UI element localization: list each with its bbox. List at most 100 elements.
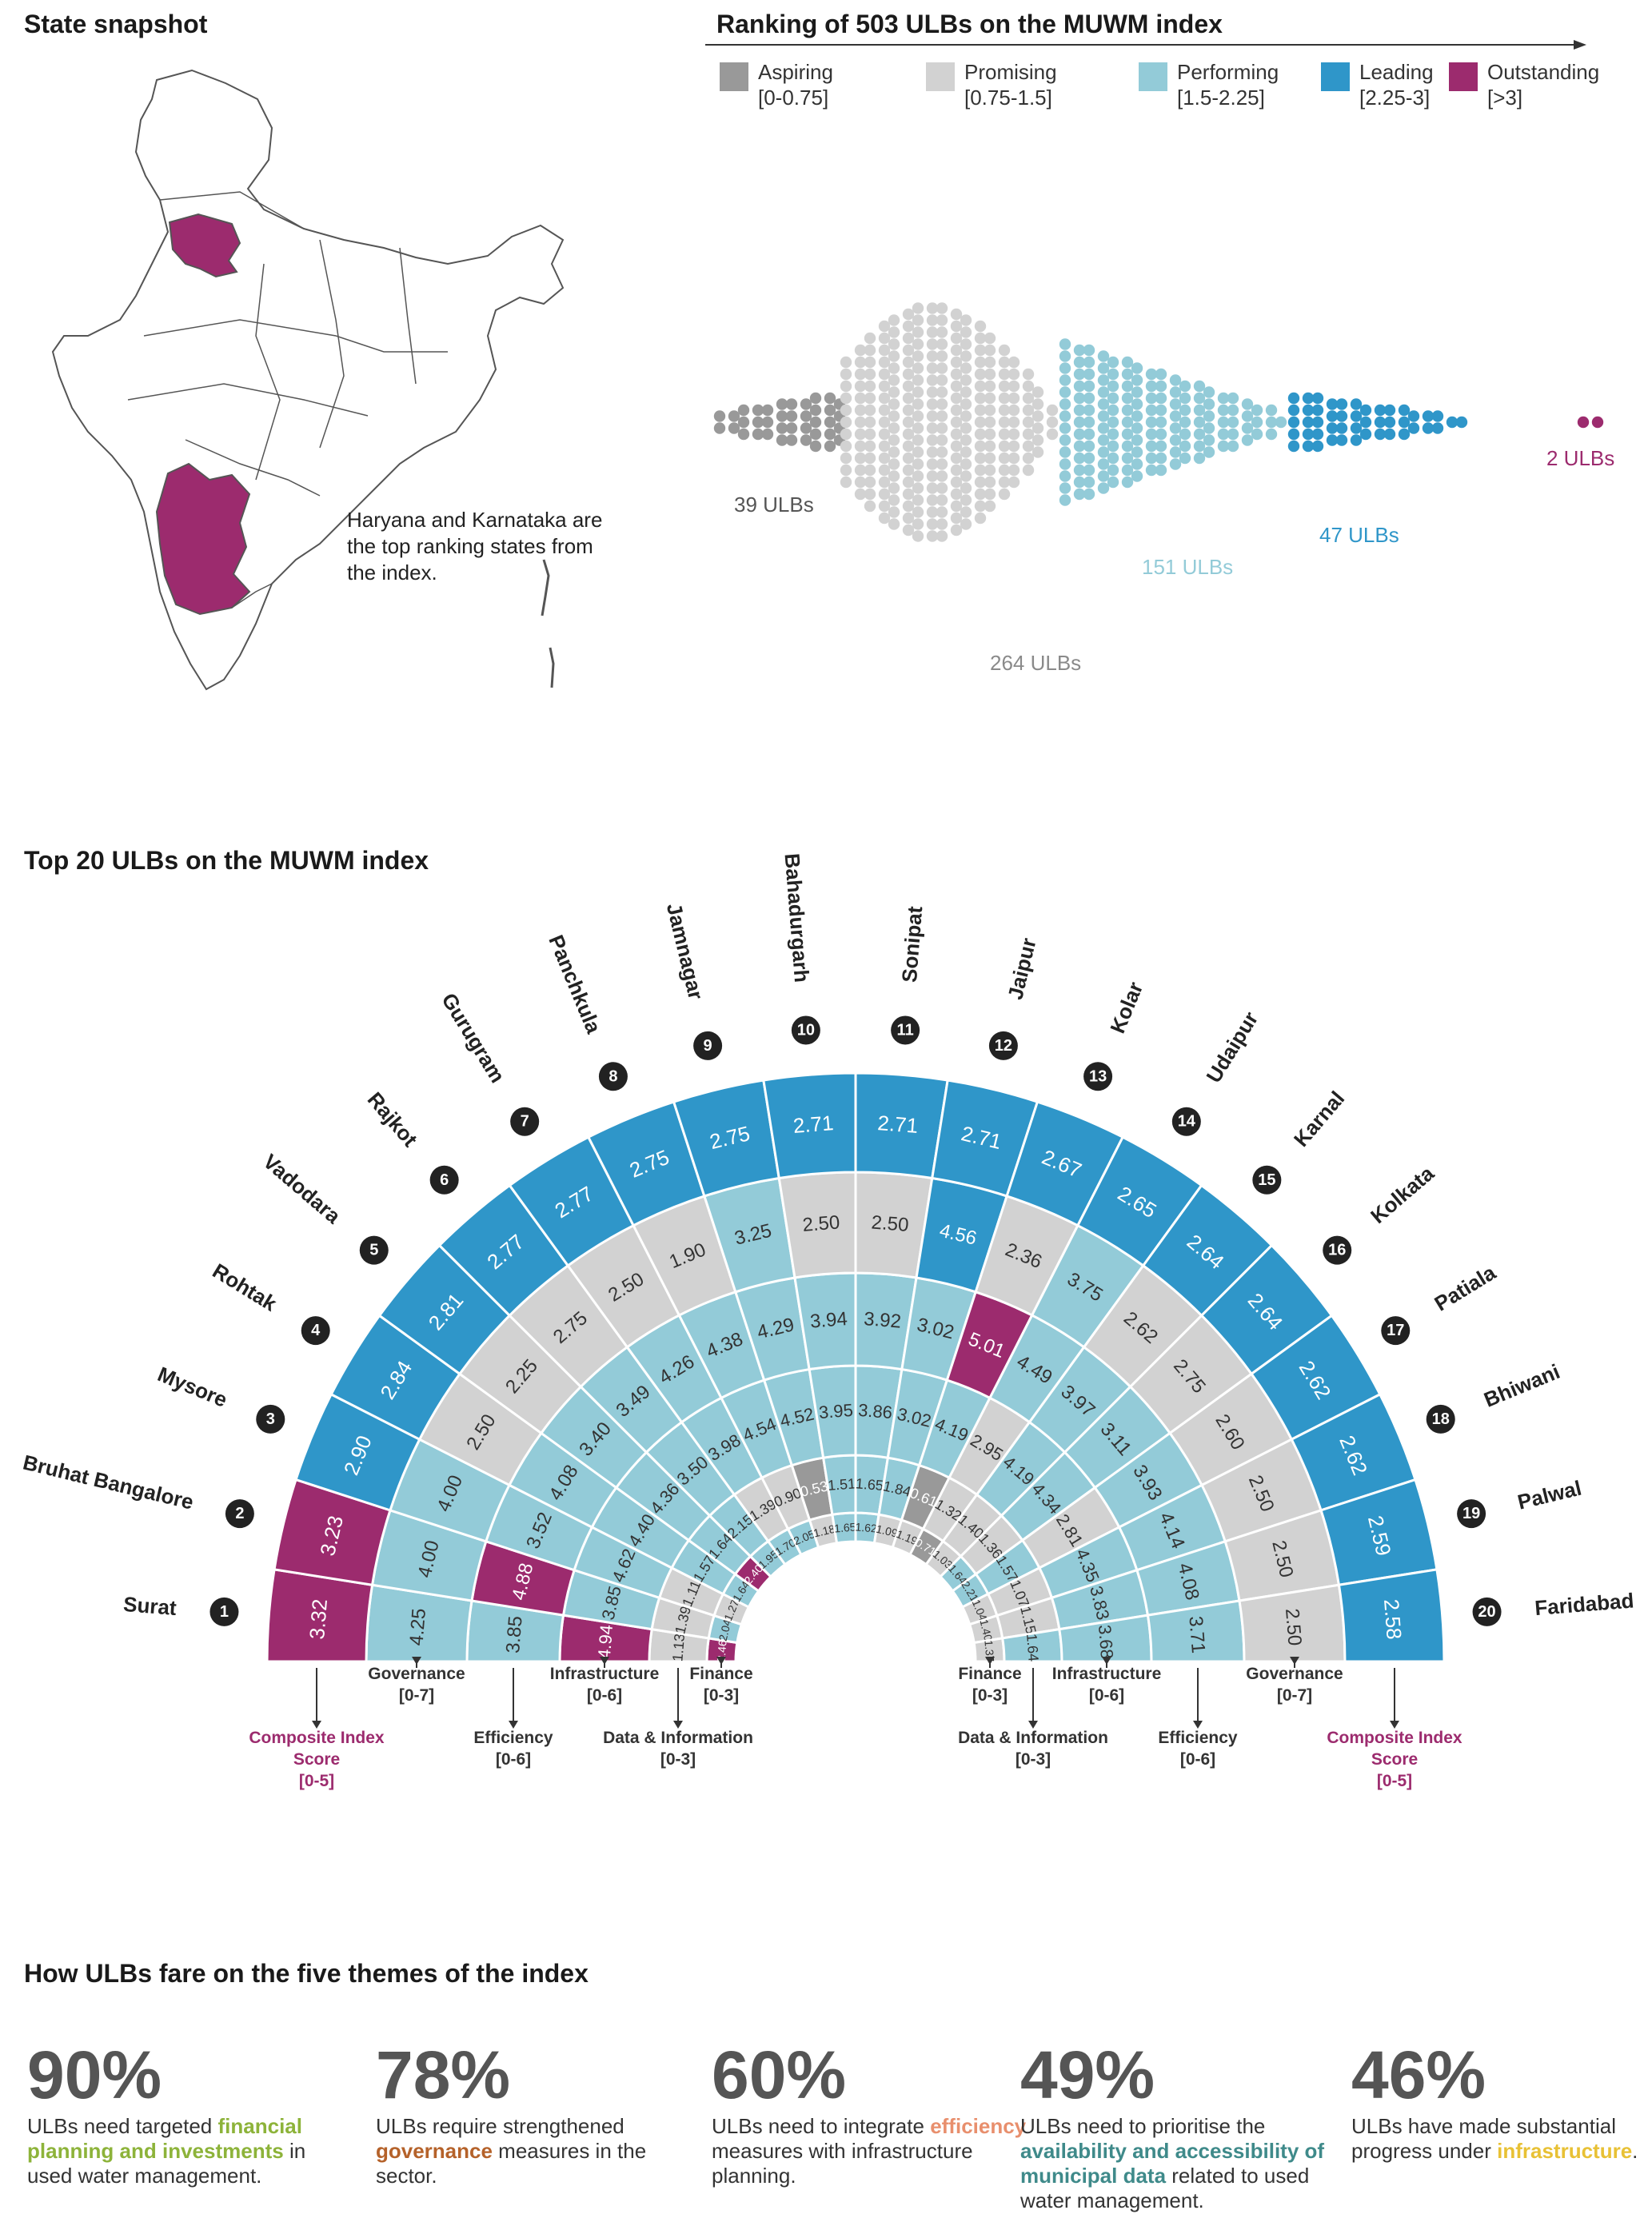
ulb-dot: [984, 404, 996, 417]
ulb-dot: [785, 434, 798, 446]
key-arrowhead: [312, 1721, 321, 1729]
ulb-dot: [1359, 404, 1372, 417]
ulb-dot: [960, 374, 972, 386]
ulb-dot: [936, 302, 948, 314]
rank-number: 9: [704, 1037, 712, 1055]
ulb-dot: [1097, 458, 1110, 470]
rank-number: 5: [369, 1242, 378, 1259]
ulb-dot: [1241, 422, 1254, 434]
ulb-dot: [888, 446, 900, 458]
ulb-dot: [926, 338, 939, 350]
ulb-dot: [902, 488, 915, 501]
rank-badge: [1472, 1597, 1502, 1626]
ulb-dot: [752, 428, 764, 441]
legend-outstanding: Outstanding [>3]: [1449, 59, 1599, 110]
ulb-dot: [888, 470, 900, 482]
rank-number: 2: [235, 1505, 244, 1522]
ulb-dot: [902, 392, 915, 405]
ulb-dot: [902, 404, 915, 417]
ulb-dot: [1032, 434, 1044, 446]
ulb-dot: [1097, 362, 1110, 374]
ulb-dot: [950, 416, 963, 429]
ulb-dot: [1008, 368, 1020, 381]
value-composite: 3.32: [305, 1598, 332, 1641]
ulb-dot: [984, 368, 996, 381]
ulb-dot: [998, 452, 1011, 465]
ulb-dot: [1383, 404, 1396, 417]
ulb-dot: [1059, 398, 1071, 410]
state-snapshot-note: Haryana and Karnataka are the top rankin…: [347, 508, 603, 584]
ulb-dot: [776, 398, 788, 410]
ulb-count-label: 264 ULBs: [990, 651, 1081, 675]
ulb-dot: [1073, 452, 1086, 465]
ulb-dot: [926, 410, 939, 422]
rank-number: 19: [1462, 1505, 1480, 1522]
ulb-dot: [864, 380, 876, 393]
ulb-dot: [1302, 392, 1315, 405]
ulb-dot: [1193, 440, 1206, 453]
ulb-dot: [1383, 416, 1396, 429]
ulb-dot: [1008, 428, 1020, 441]
ulb-dot: [840, 356, 852, 369]
legend-swatch: [1321, 62, 1350, 91]
ulb-dot: [1073, 392, 1086, 405]
islands: [541, 559, 555, 688]
ulb-dot: [984, 440, 996, 453]
value-governance: 2.50: [871, 1211, 910, 1236]
key-arrowhead: [673, 1721, 683, 1729]
ulb-dot: [1145, 368, 1158, 381]
ulb-dot: [902, 308, 915, 321]
ulb-dot: [974, 332, 987, 345]
ulb-dot: [1097, 482, 1110, 494]
ulb-dot: [902, 464, 915, 477]
rank-badge: [1252, 1165, 1282, 1195]
ulb-dot: [1326, 410, 1339, 422]
value-governance: 2.50: [802, 1211, 841, 1236]
ulb-dot: [912, 518, 924, 530]
ulb-dot: [888, 374, 900, 386]
ulb-dot: [1083, 428, 1095, 441]
ulb-dot: [974, 344, 987, 357]
india-outline: [51, 69, 565, 691]
ulb-dot: [864, 500, 876, 513]
ulb-dot: [1107, 404, 1119, 417]
stat-description: ULBs require strengthened governance mea…: [376, 2114, 647, 2188]
ulb-dot: [1275, 416, 1287, 429]
ulb-dot: [998, 488, 1011, 501]
ulb-dot: [864, 344, 876, 357]
legend-range: [0.75-1.5]: [964, 86, 1052, 110]
ulb-dot: [950, 344, 963, 357]
ulb-dot: [984, 356, 996, 369]
ulb-label: 8 Panchkula: [544, 931, 628, 1091]
ulb-dot: [1059, 470, 1071, 482]
ulb-dot: [1326, 398, 1339, 410]
ulb-dot: [864, 392, 876, 405]
ulb-dot: [840, 368, 852, 381]
ulb-dot: [1008, 416, 1020, 429]
ulb-name: Udaipur: [1201, 1007, 1263, 1087]
key-label: [0-3]: [660, 1750, 696, 1769]
ulb-dot: [984, 344, 996, 357]
rank-badge: [256, 1404, 285, 1434]
value-efficiency: 3.92: [863, 1308, 902, 1333]
ulb-dot: [776, 410, 788, 422]
ulb-dot: [902, 500, 915, 513]
ulb-dot: [984, 488, 996, 501]
ulb-dot: [960, 410, 972, 422]
ulb-dot: [926, 530, 939, 542]
ulb-dot: [854, 356, 867, 369]
ulb-dot: [1121, 368, 1134, 381]
rank-number: 14: [1178, 1113, 1196, 1131]
ulb-dot: [1073, 440, 1086, 453]
key-arrowhead: [412, 1657, 421, 1665]
top20-title: Top 20 ULBs on the MUWM index: [24, 846, 429, 875]
legend-label: Aspiring: [758, 60, 833, 84]
rank-number: 13: [1089, 1067, 1107, 1085]
ulb-dot: [912, 434, 924, 446]
ulb-name: Panchkula: [544, 931, 606, 1037]
rank-badge: [359, 1235, 389, 1265]
ulb-dot: [1073, 368, 1086, 381]
rank-badge: [301, 1316, 330, 1346]
key-arrowhead: [1102, 1657, 1111, 1665]
